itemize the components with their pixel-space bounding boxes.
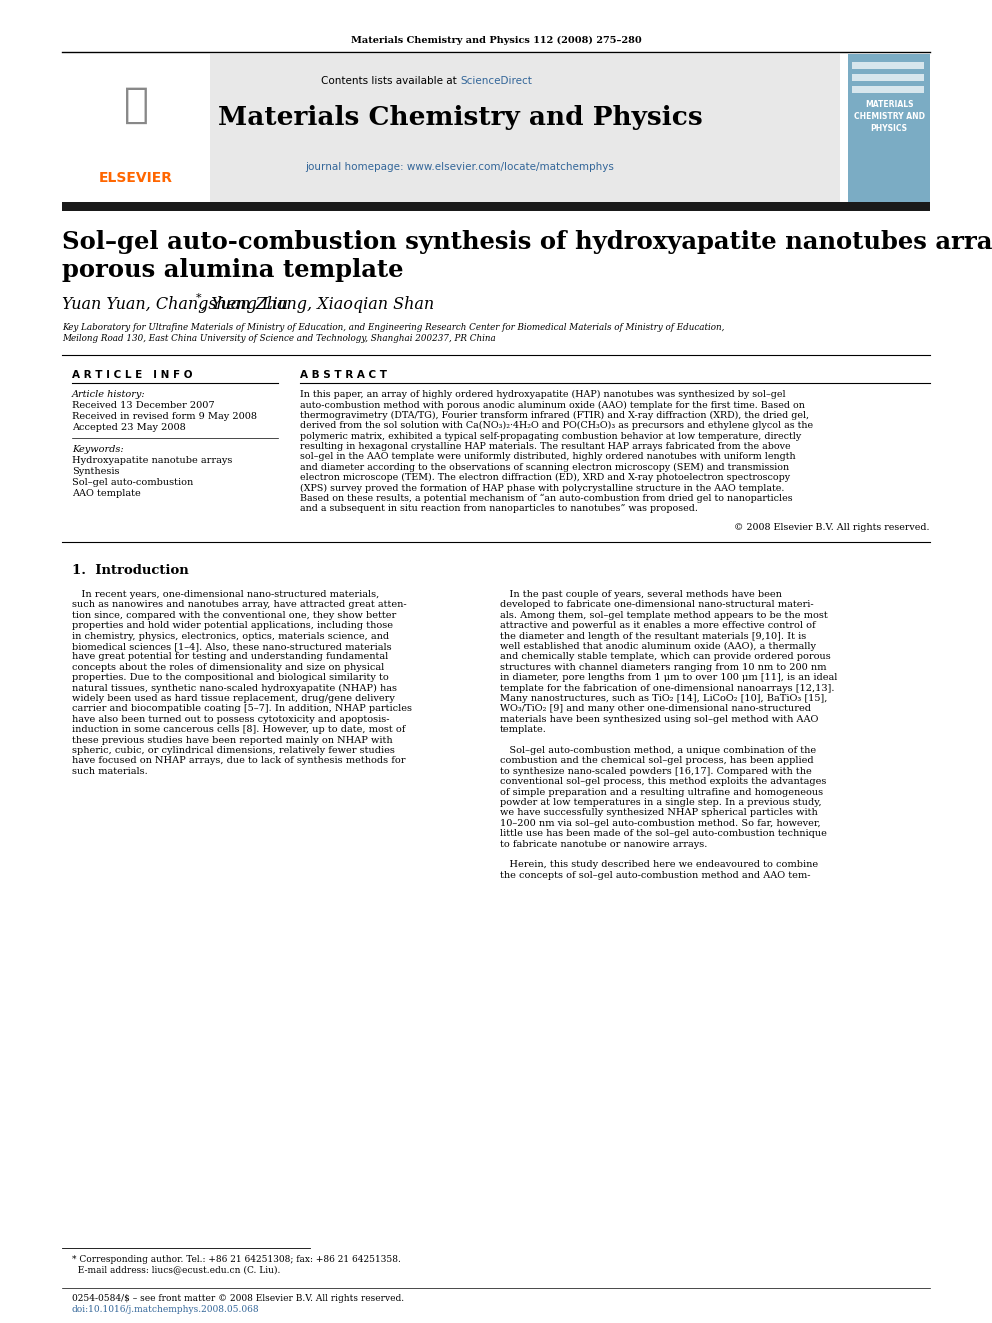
Text: Keywords:: Keywords: bbox=[72, 445, 124, 454]
Text: electron microscope (TEM). The electron diffraction (ED), XRD and X-ray photoele: electron microscope (TEM). The electron … bbox=[300, 474, 790, 483]
Text: combustion and the chemical sol–gel process, has been applied: combustion and the chemical sol–gel proc… bbox=[500, 757, 813, 766]
Text: * Corresponding author. Tel.: +86 21 64251308; fax: +86 21 64251358.: * Corresponding author. Tel.: +86 21 642… bbox=[72, 1256, 401, 1263]
Text: have great potential for testing and understanding fundamental: have great potential for testing and und… bbox=[72, 652, 388, 662]
FancyBboxPatch shape bbox=[62, 54, 840, 202]
Text: ELSEVIER: ELSEVIER bbox=[99, 171, 173, 185]
Text: and a subsequent in situ reaction from nanoparticles to nanotubes” was proposed.: and a subsequent in situ reaction from n… bbox=[300, 504, 698, 513]
Text: Based on these results, a potential mechanism of “an auto-combustion from dried : Based on these results, a potential mech… bbox=[300, 493, 793, 503]
FancyBboxPatch shape bbox=[62, 54, 210, 202]
Text: In the past couple of years, several methods have been: In the past couple of years, several met… bbox=[500, 590, 782, 599]
Text: , Yuan Zhang, Xiaoqian Shan: , Yuan Zhang, Xiaoqian Shan bbox=[200, 296, 434, 314]
FancyBboxPatch shape bbox=[852, 62, 924, 69]
Text: such as nanowires and nanotubes array, have attracted great atten-: such as nanowires and nanotubes array, h… bbox=[72, 601, 407, 610]
Text: polymeric matrix, exhibited a typical self-propagating combustion behavior at lo: polymeric matrix, exhibited a typical se… bbox=[300, 431, 802, 441]
Text: template for the fabrication of one-dimensional nanoarrays [12,13].: template for the fabrication of one-dime… bbox=[500, 684, 834, 693]
Text: concepts about the roles of dimensionality and size on physical: concepts about the roles of dimensionali… bbox=[72, 663, 384, 672]
Text: natural tissues, synthetic nano-scaled hydroxyapatite (NHAP) has: natural tissues, synthetic nano-scaled h… bbox=[72, 684, 397, 693]
Text: biomedical sciences [1–4]. Also, these nano-structured materials: biomedical sciences [1–4]. Also, these n… bbox=[72, 642, 392, 651]
Text: Synthesis: Synthesis bbox=[72, 467, 119, 476]
Text: in chemistry, physics, electronics, optics, materials science, and: in chemistry, physics, electronics, opti… bbox=[72, 631, 389, 640]
Text: spheric, cubic, or cylindrical dimensions, relatively fewer studies: spheric, cubic, or cylindrical dimension… bbox=[72, 746, 395, 755]
Text: have focused on NHAP arrays, due to lack of synthesis methods for: have focused on NHAP arrays, due to lack… bbox=[72, 757, 406, 766]
Text: and chemically stable template, which can provide ordered porous: and chemically stable template, which ca… bbox=[500, 652, 830, 662]
Text: A B S T R A C T: A B S T R A C T bbox=[300, 370, 387, 380]
Text: tion since, compared with the conventional one, they show better: tion since, compared with the convention… bbox=[72, 611, 396, 619]
Text: ScienceDirect: ScienceDirect bbox=[460, 75, 532, 86]
Text: in diameter, pore lengths from 1 μm to over 100 μm [11], is an ideal: in diameter, pore lengths from 1 μm to o… bbox=[500, 673, 837, 683]
Text: the concepts of sol–gel auto-combustion method and AAO tem-: the concepts of sol–gel auto-combustion … bbox=[500, 871, 810, 880]
Text: attractive and powerful as it enables a more effective control of: attractive and powerful as it enables a … bbox=[500, 622, 815, 630]
Text: © 2008 Elsevier B.V. All rights reserved.: © 2008 Elsevier B.V. All rights reserved… bbox=[734, 523, 930, 532]
Text: Materials Chemistry and Physics: Materials Chemistry and Physics bbox=[217, 105, 702, 130]
Text: Yuan Yuan, Changsheng Liu: Yuan Yuan, Changsheng Liu bbox=[62, 296, 288, 314]
Text: Materials Chemistry and Physics 112 (2008) 275–280: Materials Chemistry and Physics 112 (200… bbox=[350, 36, 642, 45]
Text: conventional sol–gel process, this method exploits the advantages: conventional sol–gel process, this metho… bbox=[500, 777, 826, 786]
Text: WO₃/TiO₂ [9] and many other one-dimensional nano-structured: WO₃/TiO₂ [9] and many other one-dimensio… bbox=[500, 704, 811, 713]
Text: such materials.: such materials. bbox=[72, 767, 148, 775]
Text: thermogravimetry (DTA/TG), Fourier transform infrared (FTIR) and X-ray diffracti: thermogravimetry (DTA/TG), Fourier trans… bbox=[300, 411, 809, 419]
Text: Sol–gel auto-combustion: Sol–gel auto-combustion bbox=[72, 478, 193, 487]
Text: powder at low temperatures in a single step. In a previous study,: powder at low temperatures in a single s… bbox=[500, 798, 821, 807]
Text: (XPS) survey proved the formation of HAP phase with polycrystalline structure in: (XPS) survey proved the formation of HAP… bbox=[300, 484, 785, 492]
Text: Sol–gel auto-combustion synthesis of hydroxyapatite nanotubes array in: Sol–gel auto-combustion synthesis of hyd… bbox=[62, 230, 992, 254]
Text: als. Among them, sol–gel template method appears to be the most: als. Among them, sol–gel template method… bbox=[500, 611, 827, 619]
Text: In this paper, an array of highly ordered hydroxyapatite (HAP) nanotubes was syn: In this paper, an array of highly ordere… bbox=[300, 390, 786, 400]
FancyBboxPatch shape bbox=[852, 86, 924, 93]
Text: E-mail address: liucs@ecust.edu.cn (C. Liu).: E-mail address: liucs@ecust.edu.cn (C. L… bbox=[72, 1265, 281, 1274]
Text: AAO template: AAO template bbox=[72, 490, 141, 497]
Text: *: * bbox=[195, 292, 201, 303]
Text: Contents lists available at: Contents lists available at bbox=[321, 75, 460, 86]
Text: Sol–gel auto-combustion method, a unique combination of the: Sol–gel auto-combustion method, a unique… bbox=[500, 746, 816, 755]
Text: 10–200 nm via sol–gel auto-combustion method. So far, however,: 10–200 nm via sol–gel auto-combustion me… bbox=[500, 819, 820, 828]
FancyBboxPatch shape bbox=[852, 74, 924, 81]
Text: properties. Due to the compositional and biological similarity to: properties. Due to the compositional and… bbox=[72, 673, 389, 683]
Text: and diameter according to the observations of scanning electron microscopy (SEM): and diameter according to the observatio… bbox=[300, 463, 789, 472]
Text: Article history:: Article history: bbox=[72, 390, 146, 400]
Text: Many nanostructures, such as TiO₂ [14], LiCoO₂ [10], BaTiO₃ [15],: Many nanostructures, such as TiO₂ [14], … bbox=[500, 695, 827, 703]
Text: MATERIALS
CHEMISTRY AND
PHYSICS: MATERIALS CHEMISTRY AND PHYSICS bbox=[853, 101, 925, 132]
Text: derived from the sol solution with Ca(NO₃)₂·4H₂O and PO(CH₃O)₃ as precursors and: derived from the sol solution with Ca(NO… bbox=[300, 421, 813, 430]
Text: materials have been synthesized using sol–gel method with AAO: materials have been synthesized using so… bbox=[500, 714, 818, 724]
Text: these previous studies have been reported mainly on NHAP with: these previous studies have been reporte… bbox=[72, 736, 393, 745]
Text: Received in revised form 9 May 2008: Received in revised form 9 May 2008 bbox=[72, 411, 257, 421]
Text: resulting in hexagonal crystalline HAP materials. The resultant HAP arrays fabri: resulting in hexagonal crystalline HAP m… bbox=[300, 442, 791, 451]
Text: sol–gel in the AAO template were uniformly distributed, highly ordered nanotubes: sol–gel in the AAO template were uniform… bbox=[300, 452, 796, 462]
Text: little use has been made of the sol–gel auto-combustion technique: little use has been made of the sol–gel … bbox=[500, 830, 827, 839]
Text: Received 13 December 2007: Received 13 December 2007 bbox=[72, 401, 214, 410]
Text: to fabricate nanotube or nanowire arrays.: to fabricate nanotube or nanowire arrays… bbox=[500, 840, 707, 848]
Text: carrier and biocompatible coating [5–7]. In addition, NHAP particles: carrier and biocompatible coating [5–7].… bbox=[72, 704, 412, 713]
Text: structures with channel diameters ranging from 10 nm to 200 nm: structures with channel diameters rangin… bbox=[500, 663, 826, 672]
Text: A R T I C L E   I N F O: A R T I C L E I N F O bbox=[72, 370, 192, 380]
Text: widely been used as hard tissue replacement, drug/gene delivery: widely been used as hard tissue replacem… bbox=[72, 695, 395, 703]
Text: Hydroxyapatite nanotube arrays: Hydroxyapatite nanotube arrays bbox=[72, 456, 232, 464]
Text: Key Laboratory for Ultrafine Materials of Ministry of Education, and Engineering: Key Laboratory for Ultrafine Materials o… bbox=[62, 323, 724, 332]
Text: 🌲: 🌲 bbox=[123, 83, 149, 126]
Text: developed to fabricate one-dimensional nano-structural materi-: developed to fabricate one-dimensional n… bbox=[500, 601, 813, 610]
Text: properties and hold wider potential applications, including those: properties and hold wider potential appl… bbox=[72, 622, 393, 630]
Text: the diameter and length of the resultant materials [9,10]. It is: the diameter and length of the resultant… bbox=[500, 631, 806, 640]
FancyBboxPatch shape bbox=[848, 54, 930, 202]
Text: we have successfully synthesized NHAP spherical particles with: we have successfully synthesized NHAP sp… bbox=[500, 808, 817, 818]
Text: Accepted 23 May 2008: Accepted 23 May 2008 bbox=[72, 423, 186, 433]
Text: to synthesize nano-scaled powders [16,17]. Compared with the: to synthesize nano-scaled powders [16,17… bbox=[500, 767, 811, 775]
Text: well established that anodic aluminum oxide (AAO), a thermally: well established that anodic aluminum ox… bbox=[500, 642, 816, 651]
Text: journal homepage: www.elsevier.com/locate/matchemphys: journal homepage: www.elsevier.com/locat… bbox=[306, 161, 614, 172]
Text: Herein, this study described here we endeavoured to combine: Herein, this study described here we end… bbox=[500, 860, 818, 869]
Text: 1.  Introduction: 1. Introduction bbox=[72, 564, 188, 577]
Text: auto-combustion method with porous anodic aluminum oxide (AAO) template for the : auto-combustion method with porous anodi… bbox=[300, 401, 805, 410]
Text: have also been turned out to possess cytotoxicity and apoptosis-: have also been turned out to possess cyt… bbox=[72, 714, 390, 724]
Text: In recent years, one-dimensional nano-structured materials,: In recent years, one-dimensional nano-st… bbox=[72, 590, 379, 599]
FancyBboxPatch shape bbox=[62, 202, 930, 210]
Text: Meilong Road 130, East China University of Science and Technology, Shanghai 2002: Meilong Road 130, East China University … bbox=[62, 333, 496, 343]
Text: 0254-0584/$ – see front matter © 2008 Elsevier B.V. All rights reserved.: 0254-0584/$ – see front matter © 2008 El… bbox=[72, 1294, 404, 1303]
Text: induction in some cancerous cells [8]. However, up to date, most of: induction in some cancerous cells [8]. H… bbox=[72, 725, 406, 734]
Text: doi:10.1016/j.matchemphys.2008.05.068: doi:10.1016/j.matchemphys.2008.05.068 bbox=[72, 1304, 260, 1314]
Text: porous alumina template: porous alumina template bbox=[62, 258, 404, 282]
Text: of simple preparation and a resulting ultrafine and homogeneous: of simple preparation and a resulting ul… bbox=[500, 787, 823, 796]
Text: template.: template. bbox=[500, 725, 547, 734]
